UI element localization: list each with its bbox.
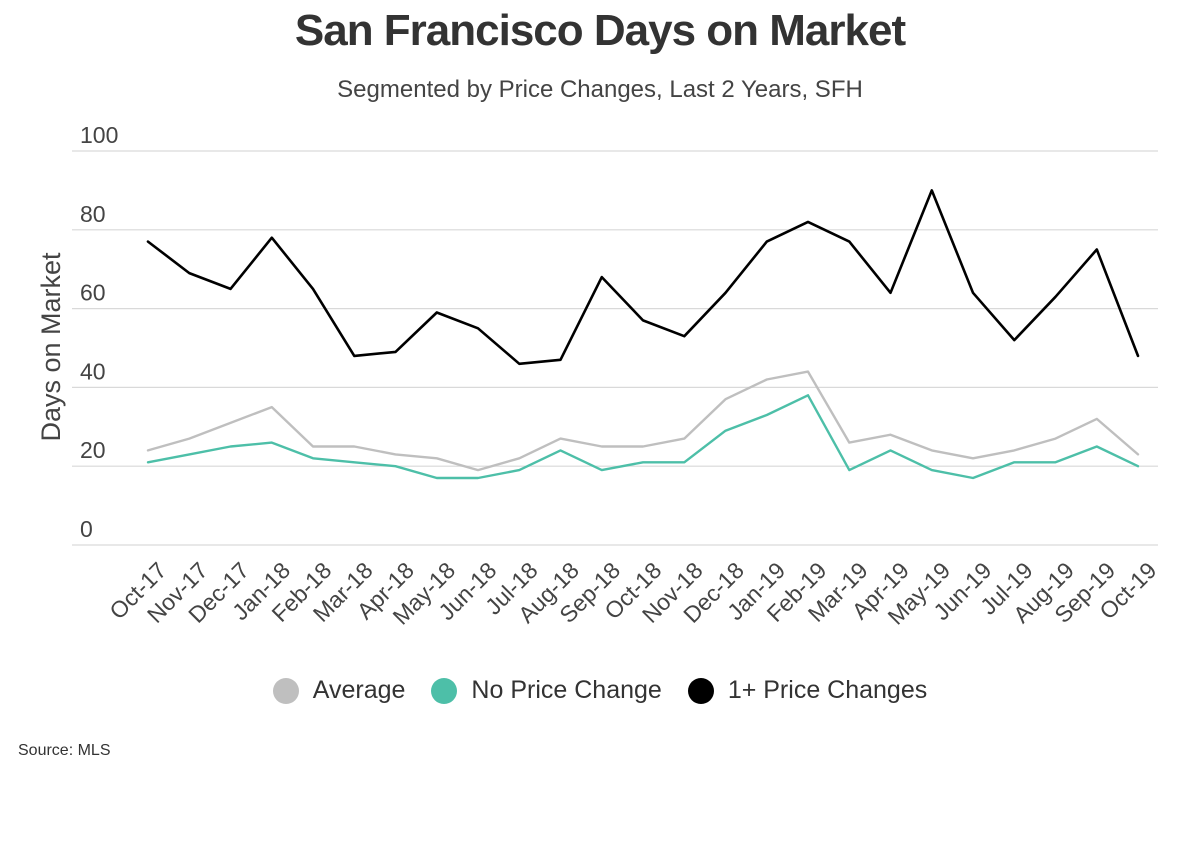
gridlines	[72, 150, 1158, 546]
chart-title: San Francisco Days on Market	[294, 6, 906, 55]
legend-label: Average	[312, 676, 406, 704]
y-tick-label: 0	[80, 516, 93, 542]
source-note: Source: MLS	[18, 742, 111, 759]
legend: Average No Price Change 1+ Price Changes	[0, 676, 1200, 705]
y-tick-label: 100	[80, 122, 118, 148]
y-axis-ticks: 0 20 40 60 80 100	[80, 122, 118, 542]
legend-label: 1+ Price Changes	[727, 676, 928, 704]
series-lines	[146, 189, 1140, 480]
x-axis-ticks: Oct-17Nov-17Dec-17Jan-18Feb-18Mar-18Apr-…	[104, 557, 1161, 630]
series-line-no-price-change	[146, 394, 1140, 480]
y-tick-label: 40	[80, 358, 106, 384]
y-tick-label: 80	[80, 201, 106, 227]
legend-label: No Price Change	[471, 676, 662, 704]
y-tick-label: 60	[80, 280, 106, 306]
legend-swatch	[272, 677, 299, 704]
chart-subtitle: Segmented by Price Changes, Last 2 Years…	[337, 76, 863, 103]
legend-swatch	[431, 677, 458, 704]
legend-item: Average	[272, 676, 406, 705]
series-line-average	[146, 370, 1140, 472]
series-line-1-price-changes	[146, 189, 1140, 366]
y-tick-label: 20	[80, 437, 106, 463]
y-axis-label: Days on Market	[36, 252, 66, 442]
legend-item: No Price Change	[431, 676, 662, 705]
legend-swatch	[687, 677, 714, 704]
legend-item: 1+ Price Changes	[687, 676, 928, 705]
